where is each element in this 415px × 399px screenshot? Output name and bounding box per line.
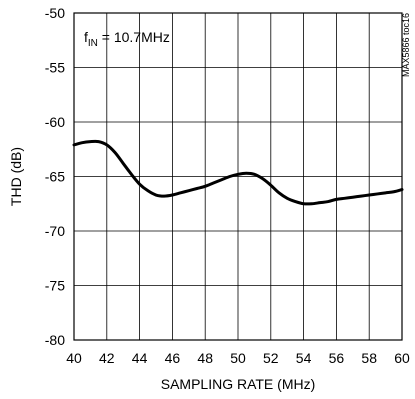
y-tick-label: -60 [45,114,65,130]
x-axis-label: SAMPLING RATE (MHz) [161,376,316,392]
x-tick-label: 52 [263,350,279,366]
y-tick-label: -65 [45,169,65,185]
y-tick-label: -55 [45,60,65,76]
annotation-main: f [84,29,88,45]
y-tick-label: -75 [45,278,65,294]
y-tick-label: -50 [45,5,65,21]
series-line [72,139,404,206]
annotation-fin: fIN = 10.7MHz [84,29,170,49]
plot-frame [73,12,403,341]
x-tick-label: 54 [296,350,312,366]
x-tick-label: 42 [99,350,115,366]
x-tick-label: 60 [394,350,410,366]
x-tick-label: 40 [66,350,82,366]
y-tick-label: -70 [45,223,65,239]
x-tick-label: 44 [132,350,148,366]
y-tick-labels: -50 -55 -60 -65 -70 -75 -80 [45,5,65,348]
annotation-subscript: IN [88,38,98,49]
x-tick-labels: 40 42 44 46 48 50 52 54 56 58 60 [66,350,410,366]
x-tick-label: 46 [165,350,181,366]
grid [73,12,403,341]
y-tick-label: -80 [45,332,65,348]
x-tick-label: 58 [361,350,377,366]
side-note: MAX5866 toc16 [401,13,411,77]
annotation-rest: = 10.7MHz [98,29,170,45]
x-tick-label: 56 [329,350,345,366]
x-tick-label: 48 [197,350,213,366]
y-axis-label: THD (dB) [8,147,24,206]
x-tick-label: 50 [230,350,246,366]
